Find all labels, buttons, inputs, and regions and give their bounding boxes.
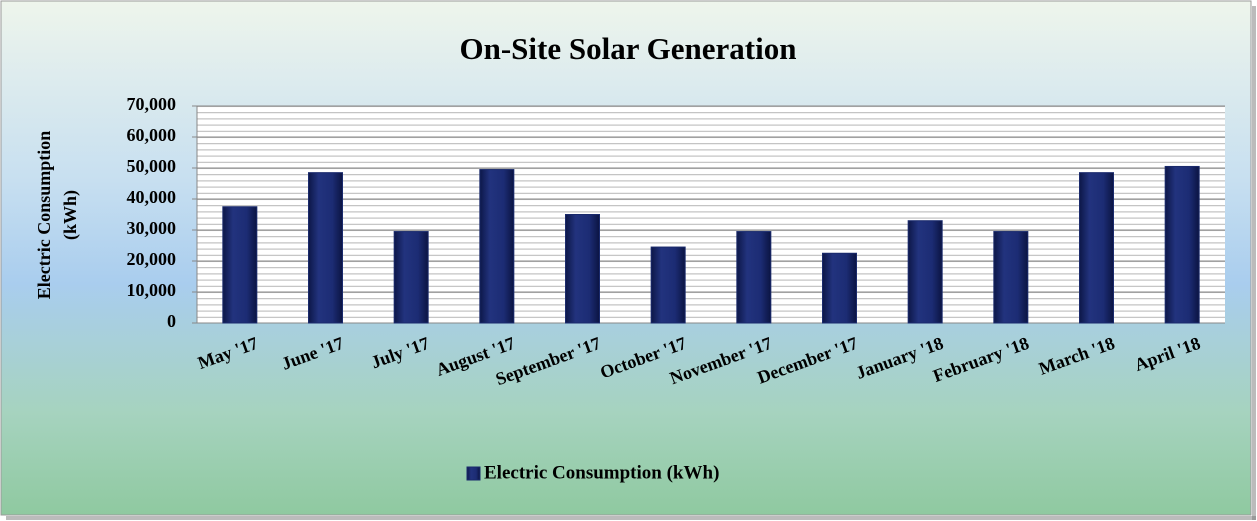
bar (822, 252, 857, 324)
legend-label: Electric Consumption (kWh) (484, 462, 719, 483)
y-axis-label: (kWh) (60, 190, 81, 240)
y-tick-label: 10,000 (127, 280, 177, 300)
bar (907, 220, 943, 324)
shadow (6, 516, 1256, 520)
minor-grid (197, 106, 1225, 323)
y-axis-label: Electric Consumption (34, 131, 54, 300)
y-tick-label: 70,000 (127, 94, 177, 114)
bar (650, 246, 686, 324)
bar (479, 169, 515, 324)
bar (393, 231, 429, 324)
bar (222, 206, 258, 324)
bar (1164, 165, 1200, 324)
y-tick-label: 20,000 (127, 249, 177, 269)
y-tick-label: 0 (167, 311, 176, 331)
chart-title: On-Site Solar Generation (460, 31, 797, 66)
y-tick-label: 30,000 (127, 218, 177, 238)
bar (565, 214, 600, 324)
y-tick-label: 50,000 (127, 156, 177, 176)
bar (308, 172, 343, 324)
shadow (1252, 6, 1256, 520)
legend-swatch (466, 466, 481, 481)
bar (993, 231, 1029, 324)
bar (736, 231, 772, 324)
bar (1079, 172, 1114, 324)
y-tick-label: 40,000 (127, 187, 177, 207)
y-tick-label: 60,000 (127, 125, 177, 145)
